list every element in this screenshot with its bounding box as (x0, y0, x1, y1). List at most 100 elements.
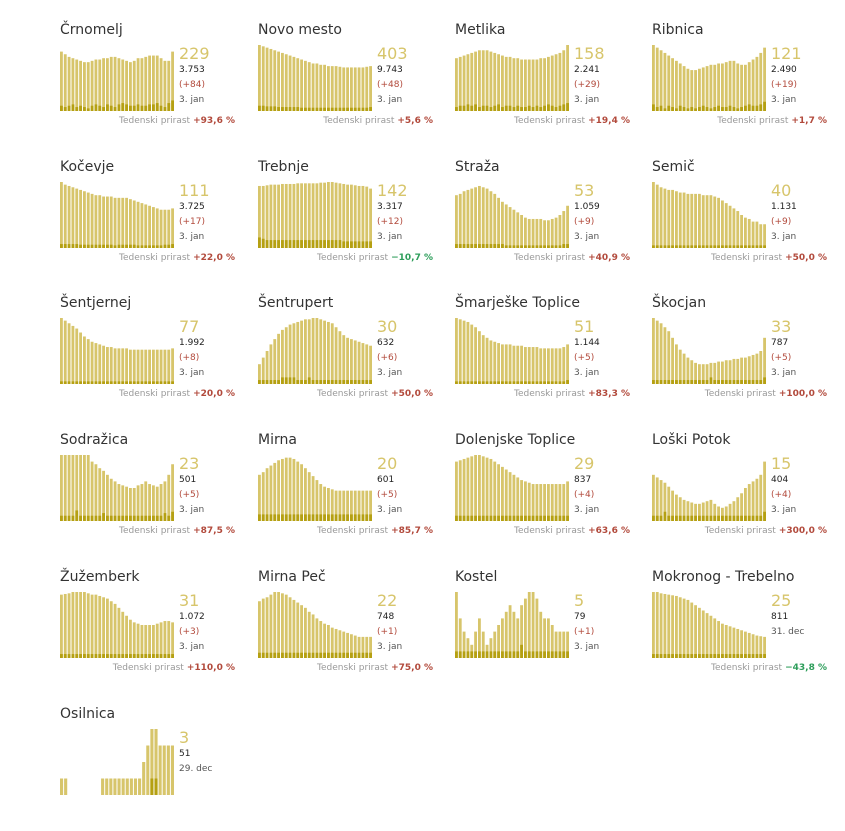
new-cases-bar (152, 245, 155, 248)
weekly-growth: Tedenski prirast −43,8 % (652, 663, 827, 673)
new-cases-bar (520, 245, 523, 248)
new-cases-bar (261, 105, 265, 111)
municipality-card: Semič 40 1.131 (+9) 3. jan Tedenski prirast +5… (652, 159, 832, 284)
new-cases-bar (497, 104, 500, 111)
active-cases-bar (504, 344, 508, 384)
new-cases-bar (269, 380, 273, 384)
weekly-growth-label: Tedenski prirast (323, 116, 395, 126)
new-cases-bar (148, 104, 151, 111)
active-cases-bar (113, 197, 117, 248)
active-cases-bar (481, 631, 485, 658)
new-cases-bar (365, 241, 369, 248)
new-cases-bar (288, 240, 292, 248)
new-cases-bar (288, 377, 292, 384)
new-cases-bar (675, 654, 678, 658)
new-cases-bar (554, 107, 558, 111)
new-cases-bar (554, 245, 558, 248)
new-cases-bar (106, 104, 109, 111)
active-cases-bar (717, 506, 720, 521)
active-cases-bar (455, 461, 458, 521)
active-cases-bar (350, 339, 353, 384)
active-cases-bar (466, 457, 470, 521)
active-cases-bar (140, 58, 144, 111)
new-cases-bar (154, 778, 158, 795)
new-cases-bar (67, 515, 71, 521)
new-cases-bar (501, 651, 504, 658)
active-cases-bar (659, 50, 663, 111)
weekly-growth-value: +85,7 % (391, 526, 433, 536)
weekly-growth-value: +300,0 % (778, 526, 827, 536)
new-cases-bar (60, 515, 63, 521)
active-cases-bar-chart (455, 45, 569, 111)
new-cases-bar (132, 244, 136, 248)
active-cases-bar (562, 484, 566, 521)
new-cases-bar (94, 104, 98, 111)
new-cases-bar (682, 245, 686, 248)
new-cases-bar (531, 651, 535, 658)
new-cases-bar (678, 654, 682, 658)
active-cases-bar (694, 193, 697, 248)
active-cases-bar (728, 60, 732, 111)
new-cases-bar (102, 381, 105, 384)
new-cases-bar (655, 107, 659, 111)
new-cases-bar (485, 651, 489, 658)
new-cases-bar (63, 244, 67, 248)
active-cases-bar (554, 631, 558, 658)
municipality-name: Sodražica (60, 432, 129, 448)
new-cases-bar (129, 105, 132, 111)
weekly-growth-value: +63,6 % (588, 526, 630, 536)
weekly-growth-value: +93,6 % (193, 116, 235, 126)
active-cases-bar (504, 611, 508, 658)
new-cases-bar (478, 381, 481, 384)
active-cases-bar (709, 499, 713, 521)
new-cases-bar (125, 515, 128, 521)
active-cases-bar (83, 455, 86, 521)
active-cases-bar (102, 58, 105, 111)
active-cases-bar (167, 349, 171, 384)
active-cases-bar (493, 52, 497, 111)
new-cases-bar (357, 107, 361, 111)
total-cases-value: 2.241 (574, 65, 600, 75)
new-cases-bar (682, 515, 686, 521)
new-cases-bar (562, 515, 566, 521)
active-cases-bar (159, 622, 163, 658)
active-cases-bar (67, 185, 71, 248)
new-cases-bar (550, 515, 554, 521)
active-cases-bar (497, 54, 500, 111)
weekly-growth-value: +40,9 % (588, 253, 630, 263)
active-cases-bar (667, 189, 671, 248)
new-cases-bar (667, 245, 671, 248)
active-cases-bar (296, 461, 300, 521)
active-cases-bar (327, 625, 330, 658)
active-cases-bar (288, 597, 292, 658)
new-cases-bar (535, 515, 539, 521)
active-cases-bar (744, 631, 747, 658)
new-cases-bar (338, 380, 342, 384)
new-cases-bar (361, 514, 365, 521)
new-cases-bar (493, 244, 497, 248)
active-cases-bar (152, 55, 155, 111)
active-cases-value: 30 (377, 317, 398, 336)
active-cases-bar (144, 481, 148, 521)
new-cases-bar (90, 381, 94, 384)
new-cases-bar (140, 381, 144, 384)
new-cases-bar (686, 654, 690, 658)
new-cases-bar (327, 514, 330, 521)
active-cases-bar (98, 195, 102, 248)
active-cases-bar (307, 472, 311, 521)
active-cases-bar (63, 593, 67, 658)
active-cases-bar (462, 458, 466, 521)
active-cases-bar (655, 47, 659, 111)
active-cases-bar (357, 636, 361, 658)
new-cases-bar (740, 107, 743, 111)
municipality-card: Trebnje 142 3.317 (+12) 3. jan Tedenski prira… (258, 159, 438, 284)
new-cases-bar (520, 515, 523, 521)
active-cases-bar (659, 593, 663, 658)
weekly-growth-label: Tedenski prirast (317, 663, 389, 673)
new-cases-bar (273, 652, 277, 658)
new-cases-bar (304, 107, 307, 111)
active-cases-bar (79, 60, 82, 111)
active-cases-bar (736, 211, 740, 248)
new-cases-bar (109, 515, 113, 521)
new-cases-bar (167, 244, 171, 248)
